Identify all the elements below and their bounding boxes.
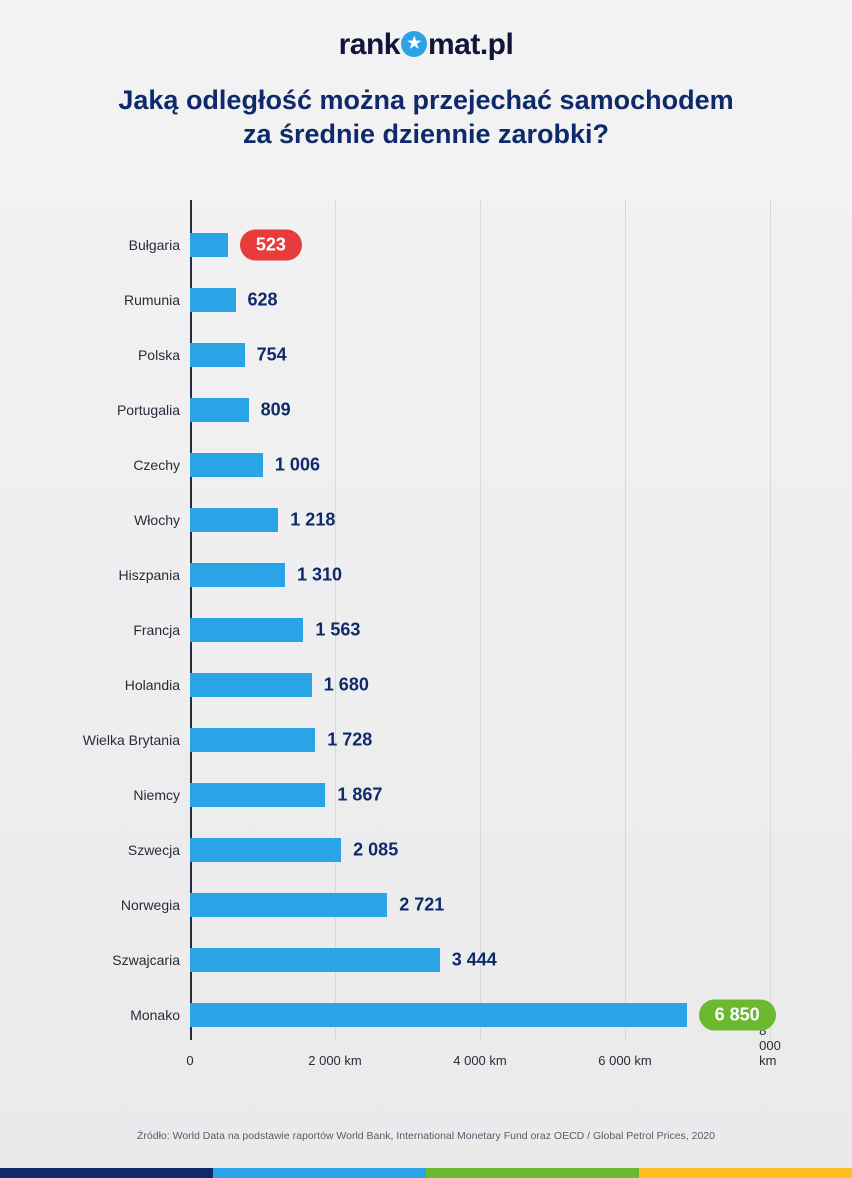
- bar: [190, 563, 285, 587]
- footer-stripe-segment: [213, 1168, 426, 1178]
- bar-row: Bułgaria523: [190, 220, 770, 270]
- bar-row: Monako6 850: [190, 990, 770, 1040]
- category-label: Hiszpania: [60, 567, 180, 583]
- bar-row: Francja1 563: [190, 605, 770, 655]
- bar: [190, 948, 440, 972]
- bar-row: Norwegia2 721: [190, 880, 770, 930]
- category-label: Holandia: [60, 677, 180, 693]
- bar-value-label: 6 850: [699, 1000, 776, 1031]
- x-tick-label: 4 000 km: [453, 1053, 506, 1068]
- category-label: Francja: [60, 622, 180, 638]
- bar: [190, 838, 341, 862]
- bar: [190, 673, 312, 697]
- bar: [190, 1003, 687, 1027]
- bar-value-label: 628: [248, 290, 278, 311]
- footer-stripe-segment: [426, 1168, 639, 1178]
- category-label: Polska: [60, 347, 180, 363]
- category-label: Norwegia: [60, 897, 180, 913]
- bar-row: Wielka Brytania1 728: [190, 715, 770, 765]
- category-label: Włochy: [60, 512, 180, 528]
- title-line-2: za średnie dziennie zarobki?: [243, 119, 609, 149]
- bar-row: Portugalia809: [190, 385, 770, 435]
- x-tick-label: 0: [186, 1053, 193, 1068]
- bar-value-label: 1 867: [337, 785, 382, 806]
- brand-star-icon: [401, 31, 427, 57]
- bar: [190, 233, 228, 257]
- bar-row: Holandia1 680: [190, 660, 770, 710]
- category-label: Szwajcaria: [60, 952, 180, 968]
- bar-value-label: 2 721: [399, 895, 444, 916]
- bar-value-label: 3 444: [452, 950, 497, 971]
- bar-value-label: 809: [261, 400, 291, 421]
- bar-chart: 02 000 km4 000 km6 000 km8 000 kmBułgari…: [70, 190, 790, 1080]
- category-label: Rumunia: [60, 292, 180, 308]
- category-label: Niemcy: [60, 787, 180, 803]
- category-label: Czechy: [60, 457, 180, 473]
- bar-row: Czechy1 006: [190, 440, 770, 490]
- bar: [190, 618, 303, 642]
- bar-row: Polska754: [190, 330, 770, 380]
- bar: [190, 343, 245, 367]
- bar-row: Szwajcaria3 444: [190, 935, 770, 985]
- brand-text-part1: rank: [339, 28, 400, 61]
- bar-value-label: 2 085: [353, 840, 398, 861]
- bar-row: Niemcy1 867: [190, 770, 770, 820]
- bar-value-label: 1 680: [324, 675, 369, 696]
- category-label: Szwecja: [60, 842, 180, 858]
- bar: [190, 288, 236, 312]
- bar-value-label: 523: [240, 230, 302, 261]
- category-label: Portugalia: [60, 402, 180, 418]
- footer-stripe-segment: [639, 1168, 852, 1178]
- bar-value-label: 1 728: [327, 730, 372, 751]
- bar-row: Hiszpania1 310: [190, 550, 770, 600]
- footer-stripe: [0, 1168, 852, 1178]
- bar-row: Szwecja2 085: [190, 825, 770, 875]
- brand-text-part2: mat.pl: [428, 28, 513, 61]
- category-label: Bułgaria: [60, 237, 180, 253]
- bar-value-label: 1 563: [315, 620, 360, 641]
- bar: [190, 398, 249, 422]
- bar-value-label: 1 218: [290, 510, 335, 531]
- chart-title: Jaką odległość można przejechać samochod…: [0, 84, 852, 152]
- brand-logo: rank mat.pl: [0, 0, 852, 62]
- x-tick-label: 2 000 km: [308, 1053, 361, 1068]
- bar-value-label: 754: [257, 345, 287, 366]
- plot-area: 02 000 km4 000 km6 000 km8 000 kmBułgari…: [190, 200, 770, 1040]
- bar-row: Rumunia628: [190, 275, 770, 325]
- bar: [190, 728, 315, 752]
- category-label: Monako: [60, 1007, 180, 1023]
- bar: [190, 508, 278, 532]
- bar-value-label: 1 310: [297, 565, 342, 586]
- footer-stripe-segment: [0, 1168, 213, 1178]
- bar-value-label: 1 006: [275, 455, 320, 476]
- title-line-1: Jaką odległość można przejechać samochod…: [118, 85, 733, 115]
- category-label: Wielka Brytania: [60, 732, 180, 748]
- bar: [190, 783, 325, 807]
- x-tick-label: 6 000 km: [598, 1053, 651, 1068]
- source-caption: Źródło: World Data na podstawie raportów…: [0, 1130, 852, 1142]
- gridline: [770, 200, 771, 1040]
- bar-row: Włochy1 218: [190, 495, 770, 545]
- bar: [190, 893, 387, 917]
- bar: [190, 453, 263, 477]
